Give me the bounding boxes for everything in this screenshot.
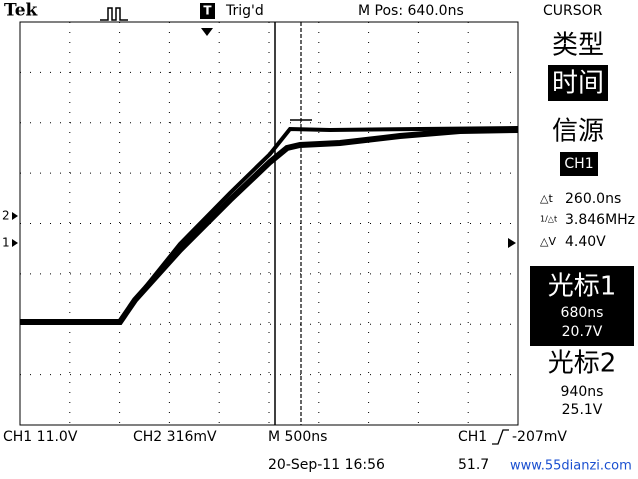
ch1-marker: 1 (2, 236, 10, 250)
menu-title: CURSOR (543, 3, 603, 19)
ch2-arrow (12, 212, 18, 220)
cursor2-time: 940ns (561, 384, 604, 400)
trigger-box (200, 3, 215, 19)
ch1-arrow (12, 239, 18, 247)
trigger-status: Trig'd (225, 3, 264, 19)
source-value: CH1 (564, 156, 593, 172)
cursor1-time: 680ns (561, 305, 604, 321)
ch2-marker: 2 (2, 209, 10, 223)
type-value: 时间 (552, 69, 604, 99)
delta-v: 4.40V (565, 234, 606, 250)
cursor2-label: 光标2 (548, 349, 617, 379)
waveform-ch1 (20, 127, 519, 325)
type-value-box (548, 65, 608, 101)
waveform-ch2 (133, 126, 519, 302)
frequency: 51.7 (458, 457, 489, 473)
trigger-slope (492, 429, 509, 445)
delta-t-icon: △t (540, 192, 553, 205)
delta-t: 260.0ns (565, 191, 621, 207)
trigger-position-arrow (201, 28, 213, 36)
cursor1-label: 光标1 (548, 272, 617, 302)
delta-v-icon: △V (540, 235, 556, 248)
ch2-scale: CH2 316mV (133, 429, 217, 445)
trigger-level: -207mV (512, 429, 567, 445)
timebase: M 500ns (268, 429, 327, 445)
trigger-marker: T (203, 4, 212, 18)
cursor1-box (530, 266, 634, 346)
inv-delta-t: 3.846MHz (565, 212, 635, 228)
watermark: www.55dianzi.com (510, 459, 632, 474)
cursor1-volt: 20.7V (562, 324, 603, 340)
trigger-level-arrow (508, 238, 516, 248)
source-value-box (560, 152, 598, 176)
brand: Tek (4, 1, 39, 21)
position: M Pos: 640.0ns (358, 3, 464, 19)
acq-icon (100, 7, 128, 21)
datetime: 20-Sep-11 16:56 (268, 457, 385, 473)
type-label: 类型 (552, 31, 604, 61)
ch1-scale: CH1 11.0V (3, 429, 78, 445)
source-label: 信源 (552, 117, 604, 147)
trigger-source: CH1 (458, 429, 487, 445)
cursor2-volt: 25.1V (562, 402, 603, 418)
inv-delta-t-icon: 1/△t (540, 215, 557, 224)
